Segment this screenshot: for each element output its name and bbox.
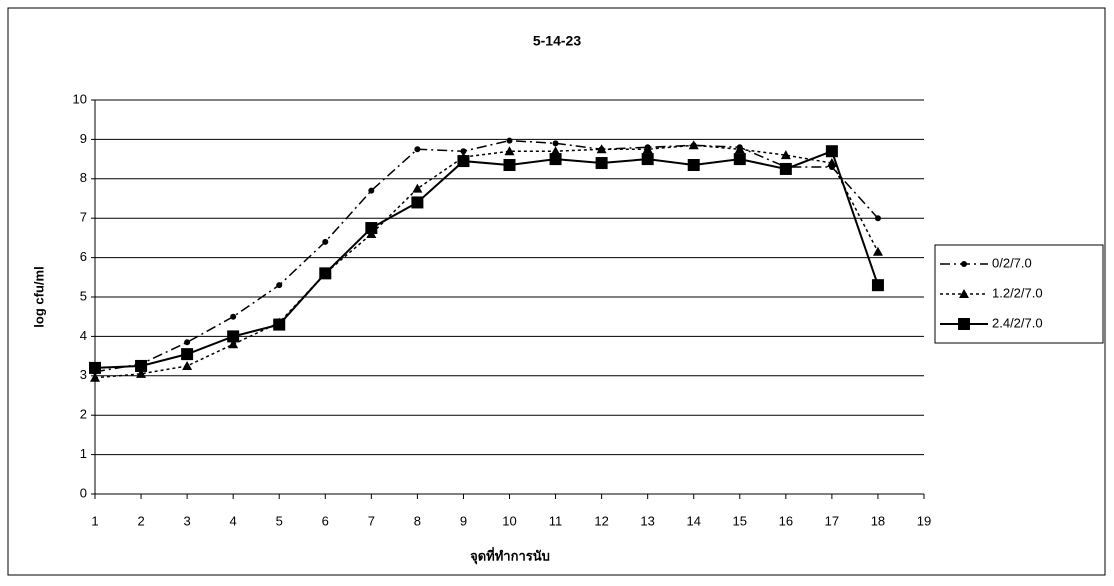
point xyxy=(368,188,374,194)
x-tick-label: 4 xyxy=(230,513,237,528)
chart-title: 5-14-23 xyxy=(533,33,581,49)
x-tick-label: 9 xyxy=(460,513,467,528)
legend-label: 2.4/2/7.0 xyxy=(992,315,1043,330)
x-tick-label: 16 xyxy=(779,513,793,528)
y-tick-label: 10 xyxy=(73,91,87,106)
x-tick-label: 13 xyxy=(640,513,654,528)
point xyxy=(184,339,190,345)
x-tick-label: 17 xyxy=(825,513,839,528)
x-tick-label: 8 xyxy=(414,513,421,528)
point xyxy=(780,163,792,175)
x-tick-label: 12 xyxy=(594,513,608,528)
x-tick-label: 18 xyxy=(871,513,885,528)
point xyxy=(322,239,328,245)
point xyxy=(411,196,423,208)
y-tick-label: 7 xyxy=(80,210,87,225)
point xyxy=(90,373,100,382)
legend-label: 0/2/7.0 xyxy=(992,255,1032,270)
point xyxy=(457,155,469,167)
legend-label: 1.2/2/7.0 xyxy=(992,285,1043,300)
point xyxy=(319,267,331,279)
point xyxy=(826,145,838,157)
y-tick-label: 5 xyxy=(80,288,87,303)
point xyxy=(227,330,239,342)
point xyxy=(181,348,193,360)
x-tick-label: 5 xyxy=(276,513,283,528)
point xyxy=(553,140,559,146)
point xyxy=(365,222,377,234)
y-tick-label: 1 xyxy=(80,446,87,461)
point xyxy=(182,361,192,370)
y-tick-label: 4 xyxy=(80,328,87,343)
point xyxy=(414,146,420,152)
point xyxy=(230,314,236,320)
y-tick-label: 9 xyxy=(80,131,87,146)
point xyxy=(135,360,147,372)
point xyxy=(872,279,884,291)
x-tick-label: 10 xyxy=(502,513,516,528)
x-tick-label: 2 xyxy=(137,513,144,528)
chart: 5-14-23 จุดที่ทำการนับ log cfu/ml 012345… xyxy=(0,0,1114,586)
x-tick-label: 7 xyxy=(368,513,375,528)
y-tick-label: 0 xyxy=(80,485,87,500)
point xyxy=(412,184,422,193)
point xyxy=(688,159,700,171)
point xyxy=(273,319,285,331)
y-tick-label: 6 xyxy=(80,249,87,264)
x-tick-label: 19 xyxy=(917,513,931,528)
x-tick-label: 6 xyxy=(322,513,329,528)
point xyxy=(276,282,282,288)
x-tick-label: 3 xyxy=(183,513,190,528)
point xyxy=(507,138,513,144)
y-tick-label: 8 xyxy=(80,170,87,185)
x-tick-label: 11 xyxy=(549,513,563,528)
y-tick-label: 2 xyxy=(80,407,87,422)
point xyxy=(734,153,746,165)
x-axis-label: จุดที่ทำการนับ xyxy=(470,546,550,564)
point xyxy=(875,215,881,221)
x-tick-label: 14 xyxy=(686,513,700,528)
y-tick-label: 3 xyxy=(80,367,87,382)
point xyxy=(958,318,970,330)
point xyxy=(873,247,883,256)
point xyxy=(89,362,101,374)
series-line xyxy=(95,141,878,372)
y-axis-label: log cfu/ml xyxy=(31,266,46,327)
point xyxy=(504,159,516,171)
series-line xyxy=(95,151,878,368)
x-tick-label: 15 xyxy=(733,513,747,528)
point xyxy=(642,153,654,165)
point xyxy=(550,153,562,165)
point xyxy=(596,157,608,169)
x-tick-label: 1 xyxy=(91,513,98,528)
point xyxy=(961,261,967,267)
series-line xyxy=(95,145,878,377)
